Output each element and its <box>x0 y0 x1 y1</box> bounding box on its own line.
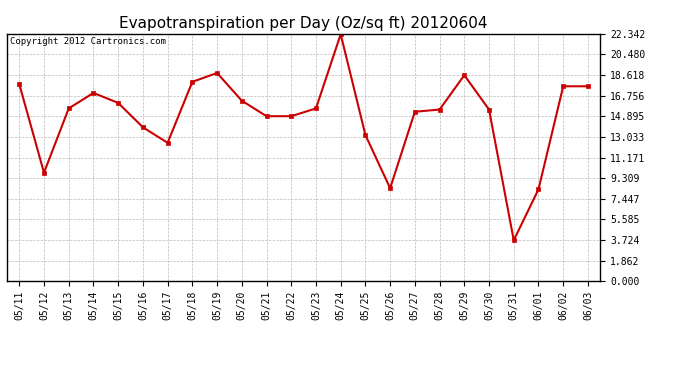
Text: Copyright 2012 Cartronics.com: Copyright 2012 Cartronics.com <box>10 38 166 46</box>
Title: Evapotranspiration per Day (Oz/sq ft) 20120604: Evapotranspiration per Day (Oz/sq ft) 20… <box>119 16 488 31</box>
